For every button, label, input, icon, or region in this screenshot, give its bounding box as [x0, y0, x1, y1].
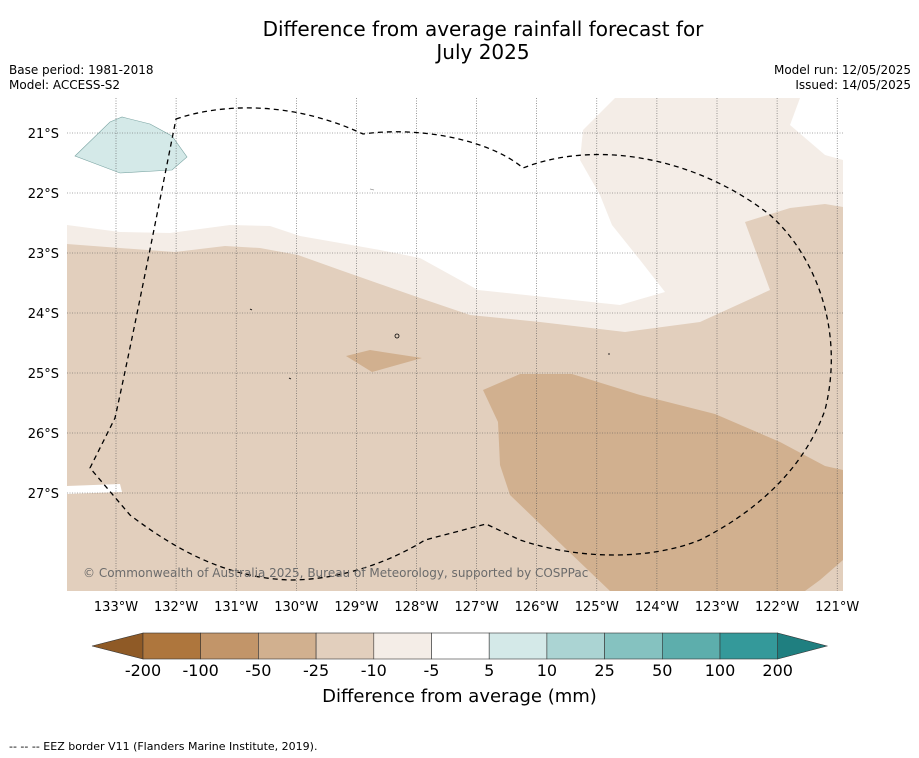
lon-label: 124°W — [635, 600, 679, 615]
model-run: Model run: 12/05/2025 — [773, 63, 911, 77]
fill-white-corner — [790, 98, 843, 160]
colorbar-tick-label: 50 — [652, 661, 672, 680]
colorbar — [91, 632, 829, 660]
lon-label: 127°W — [455, 600, 499, 615]
colorbar-tick-label: 10 — [537, 661, 557, 680]
colorbar-bin — [315, 632, 375, 660]
colorbar-bin — [488, 632, 548, 660]
lon-label: 122°W — [755, 600, 799, 615]
lat-label: 24°S — [28, 307, 59, 322]
title-line-2: July 2025 — [436, 40, 530, 64]
model-name: Model: ACCESS-S2 — [9, 78, 121, 92]
colorbar-tick-label: -10 — [361, 661, 387, 680]
longitude-labels: 133°W 132°W 131°W 130°W 129°W 128°W 127°W 126°W… — [94, 600, 860, 615]
lon-label: 131°W — [214, 600, 258, 615]
colorbar-tick-label: -50 — [245, 661, 271, 680]
colorbar-tick-label: -200 — [125, 661, 161, 680]
colorbar-bin — [546, 632, 605, 660]
colorbar-bin — [661, 632, 721, 660]
lon-label: 133°W — [94, 600, 138, 615]
base-period: Base period: 1981-2018 — [9, 63, 154, 77]
eez-border — [89, 107, 832, 581]
lat-label: 23°S — [28, 247, 59, 262]
lon-label: 130°W — [274, 600, 318, 615]
footnote-eez: -- -- -- EEZ border V11 (Flanders Marine… — [9, 740, 318, 753]
colorbar-label: Difference from average (mm) — [322, 686, 597, 707]
fill-mid-tan — [483, 374, 843, 591]
issued-date: Issued: 14/05/2025 — [795, 78, 911, 92]
lon-label: 123°W — [695, 600, 739, 615]
title-line-1: Difference from average rainfall forecas… — [262, 17, 704, 41]
lon-label: 129°W — [334, 600, 378, 615]
colorbar-bin — [604, 632, 663, 660]
fill-mid-tan-patch — [346, 350, 422, 372]
lon-label: 121°W — [815, 600, 859, 615]
copyright-text: © Commonwealth of Australia 2025, Bureau… — [83, 566, 588, 580]
map-title: Difference from average rainfall forecas… — [0, 18, 919, 64]
meta-right: Model run: 12/05/2025 Issued: 14/05/2025 — [774, 63, 911, 93]
colorbar-bin — [431, 632, 490, 660]
colorbar-ticks: -200 -100 -50 -25 -10 -5 5 10 25 50 100 200 — [125, 661, 793, 680]
fill-white-sliver — [67, 484, 122, 494]
colorbar-bin — [258, 632, 317, 660]
lat-label: 21°S — [28, 127, 59, 142]
colorbar-max-arrow — [777, 632, 829, 660]
colorbar-min-arrow — [91, 632, 144, 660]
meta-left: Base period: 1981-2018 Model: ACCESS-S2 — [9, 63, 154, 93]
colorbar-bin — [719, 632, 779, 660]
lon-label: 126°W — [515, 600, 559, 615]
colorbar-tick-label: 200 — [762, 661, 793, 680]
lon-label: 132°W — [154, 600, 198, 615]
lat-label: 26°S — [28, 427, 59, 442]
latitude-labels: 21°S 22°S 23°S 24°S 25°S 26°S 27°S — [28, 127, 59, 502]
lon-label: 128°W — [394, 600, 438, 615]
lon-label: 125°W — [575, 600, 619, 615]
colorbar-tick-label: -100 — [183, 661, 219, 680]
colorbar-tick-label: -5 — [424, 661, 440, 680]
colorbar-tick-label: 100 — [705, 661, 736, 680]
colorbar-bin — [373, 632, 432, 660]
lat-label: 27°S — [28, 487, 59, 502]
map-specks — [249, 188, 610, 380]
colorbar-bin — [142, 632, 202, 660]
gridlines — [67, 98, 843, 591]
lat-label: 25°S — [28, 367, 59, 382]
colorbar-tick-label: -25 — [303, 661, 329, 680]
map-area — [67, 98, 843, 591]
colorbar-bin — [200, 632, 259, 660]
colorbar-tick-label: 25 — [594, 661, 614, 680]
lat-label: 22°S — [28, 187, 59, 202]
colorbar-tick-label: 5 — [484, 661, 494, 680]
